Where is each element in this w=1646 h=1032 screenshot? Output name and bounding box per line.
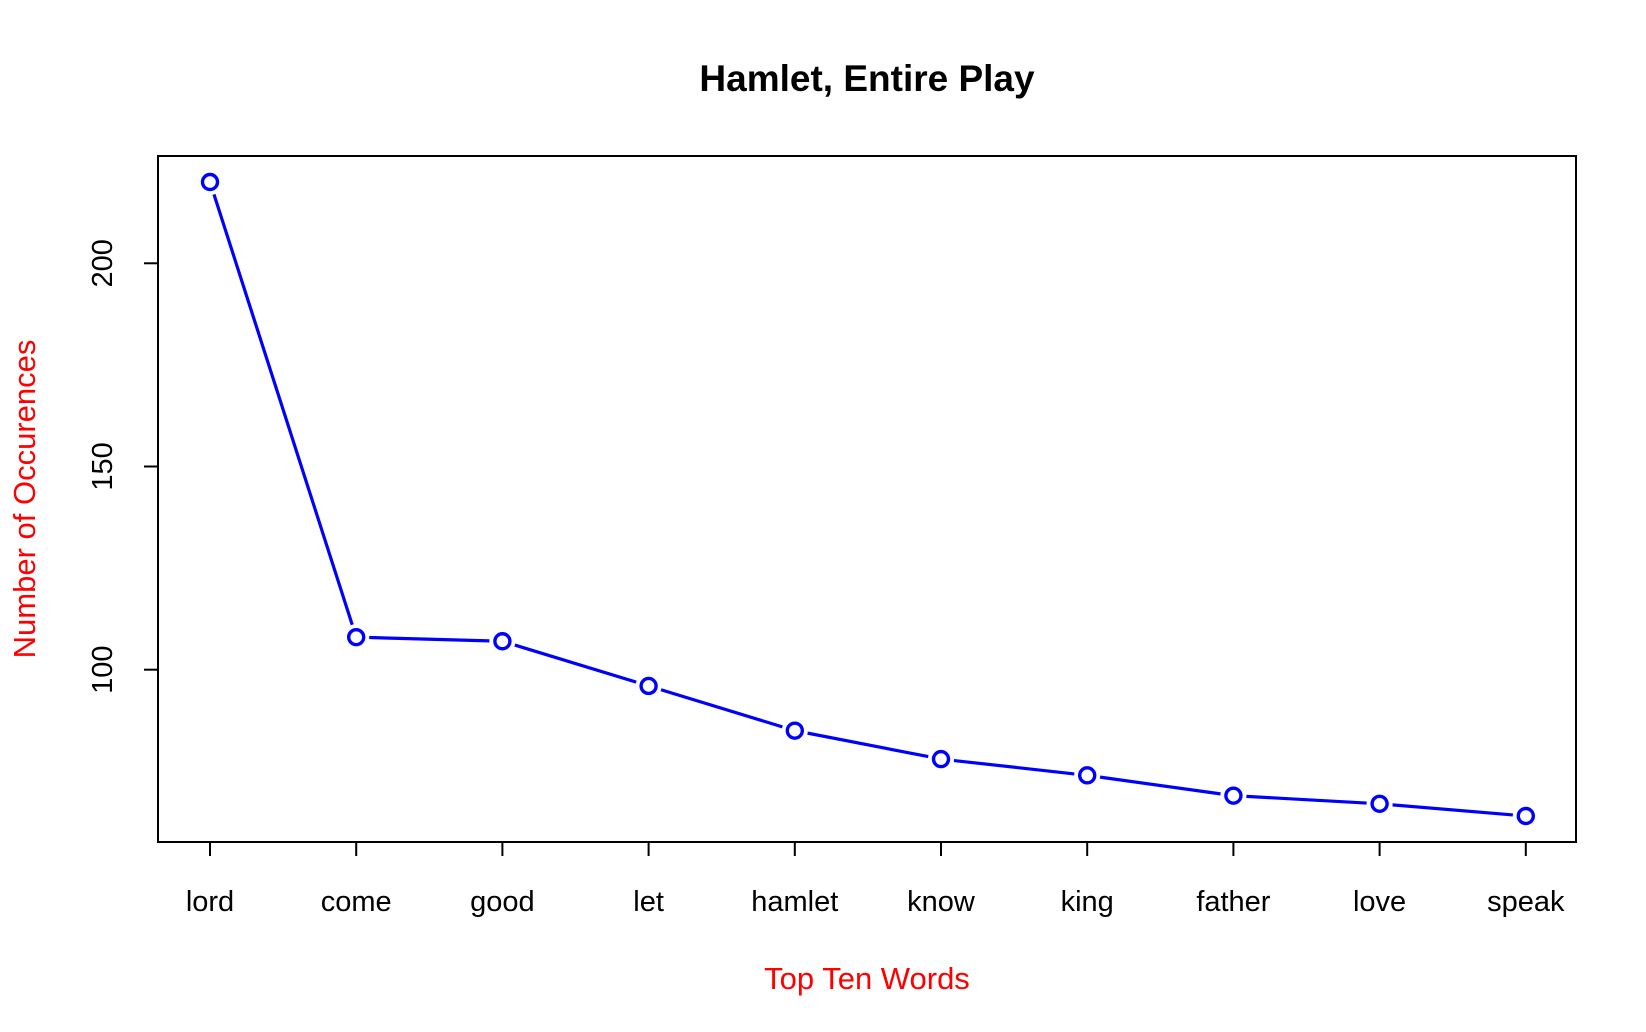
y-axis: 100 150 200 (87, 239, 158, 694)
data-point (347, 627, 366, 647)
plot-frame (157, 155, 1577, 843)
x-tick-label: know (907, 886, 976, 918)
y-tick-label: 200 (87, 239, 119, 287)
series-line-segment (369, 635, 490, 643)
x-tick-label: let (633, 886, 664, 918)
x-axis: lord come good let hamlet know king father love s… (186, 842, 1565, 918)
series-line-segment (1392, 803, 1513, 817)
series-layer (200, 172, 1536, 826)
x-tick-label: come (321, 886, 392, 918)
x-tick-label: love (1353, 886, 1406, 918)
x-tick-label: hamlet (751, 886, 838, 918)
data-point (200, 172, 220, 192)
x-tick-label: good (470, 886, 535, 918)
data-point (1077, 766, 1097, 785)
series-line-segment (953, 758, 1075, 776)
data-point (1516, 806, 1536, 826)
data-point (1370, 794, 1389, 813)
y-axis-title: Number of Occurences (7, 340, 42, 659)
data-point (931, 749, 951, 769)
series-line-segment (1099, 775, 1221, 796)
series-line-segment (807, 731, 929, 759)
x-tick-label: lord (186, 886, 234, 918)
series-line-segment (660, 688, 783, 729)
data-point (785, 721, 804, 740)
x-tick-label: father (1196, 886, 1270, 918)
data-point (639, 676, 658, 696)
y-tick-label: 100 (87, 645, 119, 693)
data-point (1224, 786, 1243, 805)
series-line-segment (212, 193, 354, 626)
x-axis-title: Top Ten Words (764, 961, 970, 996)
data-point (493, 632, 512, 651)
x-tick-label: king (1061, 886, 1114, 918)
x-tick-label: speak (1487, 886, 1565, 918)
y-tick-label: 150 (87, 442, 119, 490)
series-line-segment (1246, 794, 1367, 805)
series-line-segment (514, 643, 637, 684)
chart-title: Hamlet, Entire Play (699, 58, 1035, 99)
